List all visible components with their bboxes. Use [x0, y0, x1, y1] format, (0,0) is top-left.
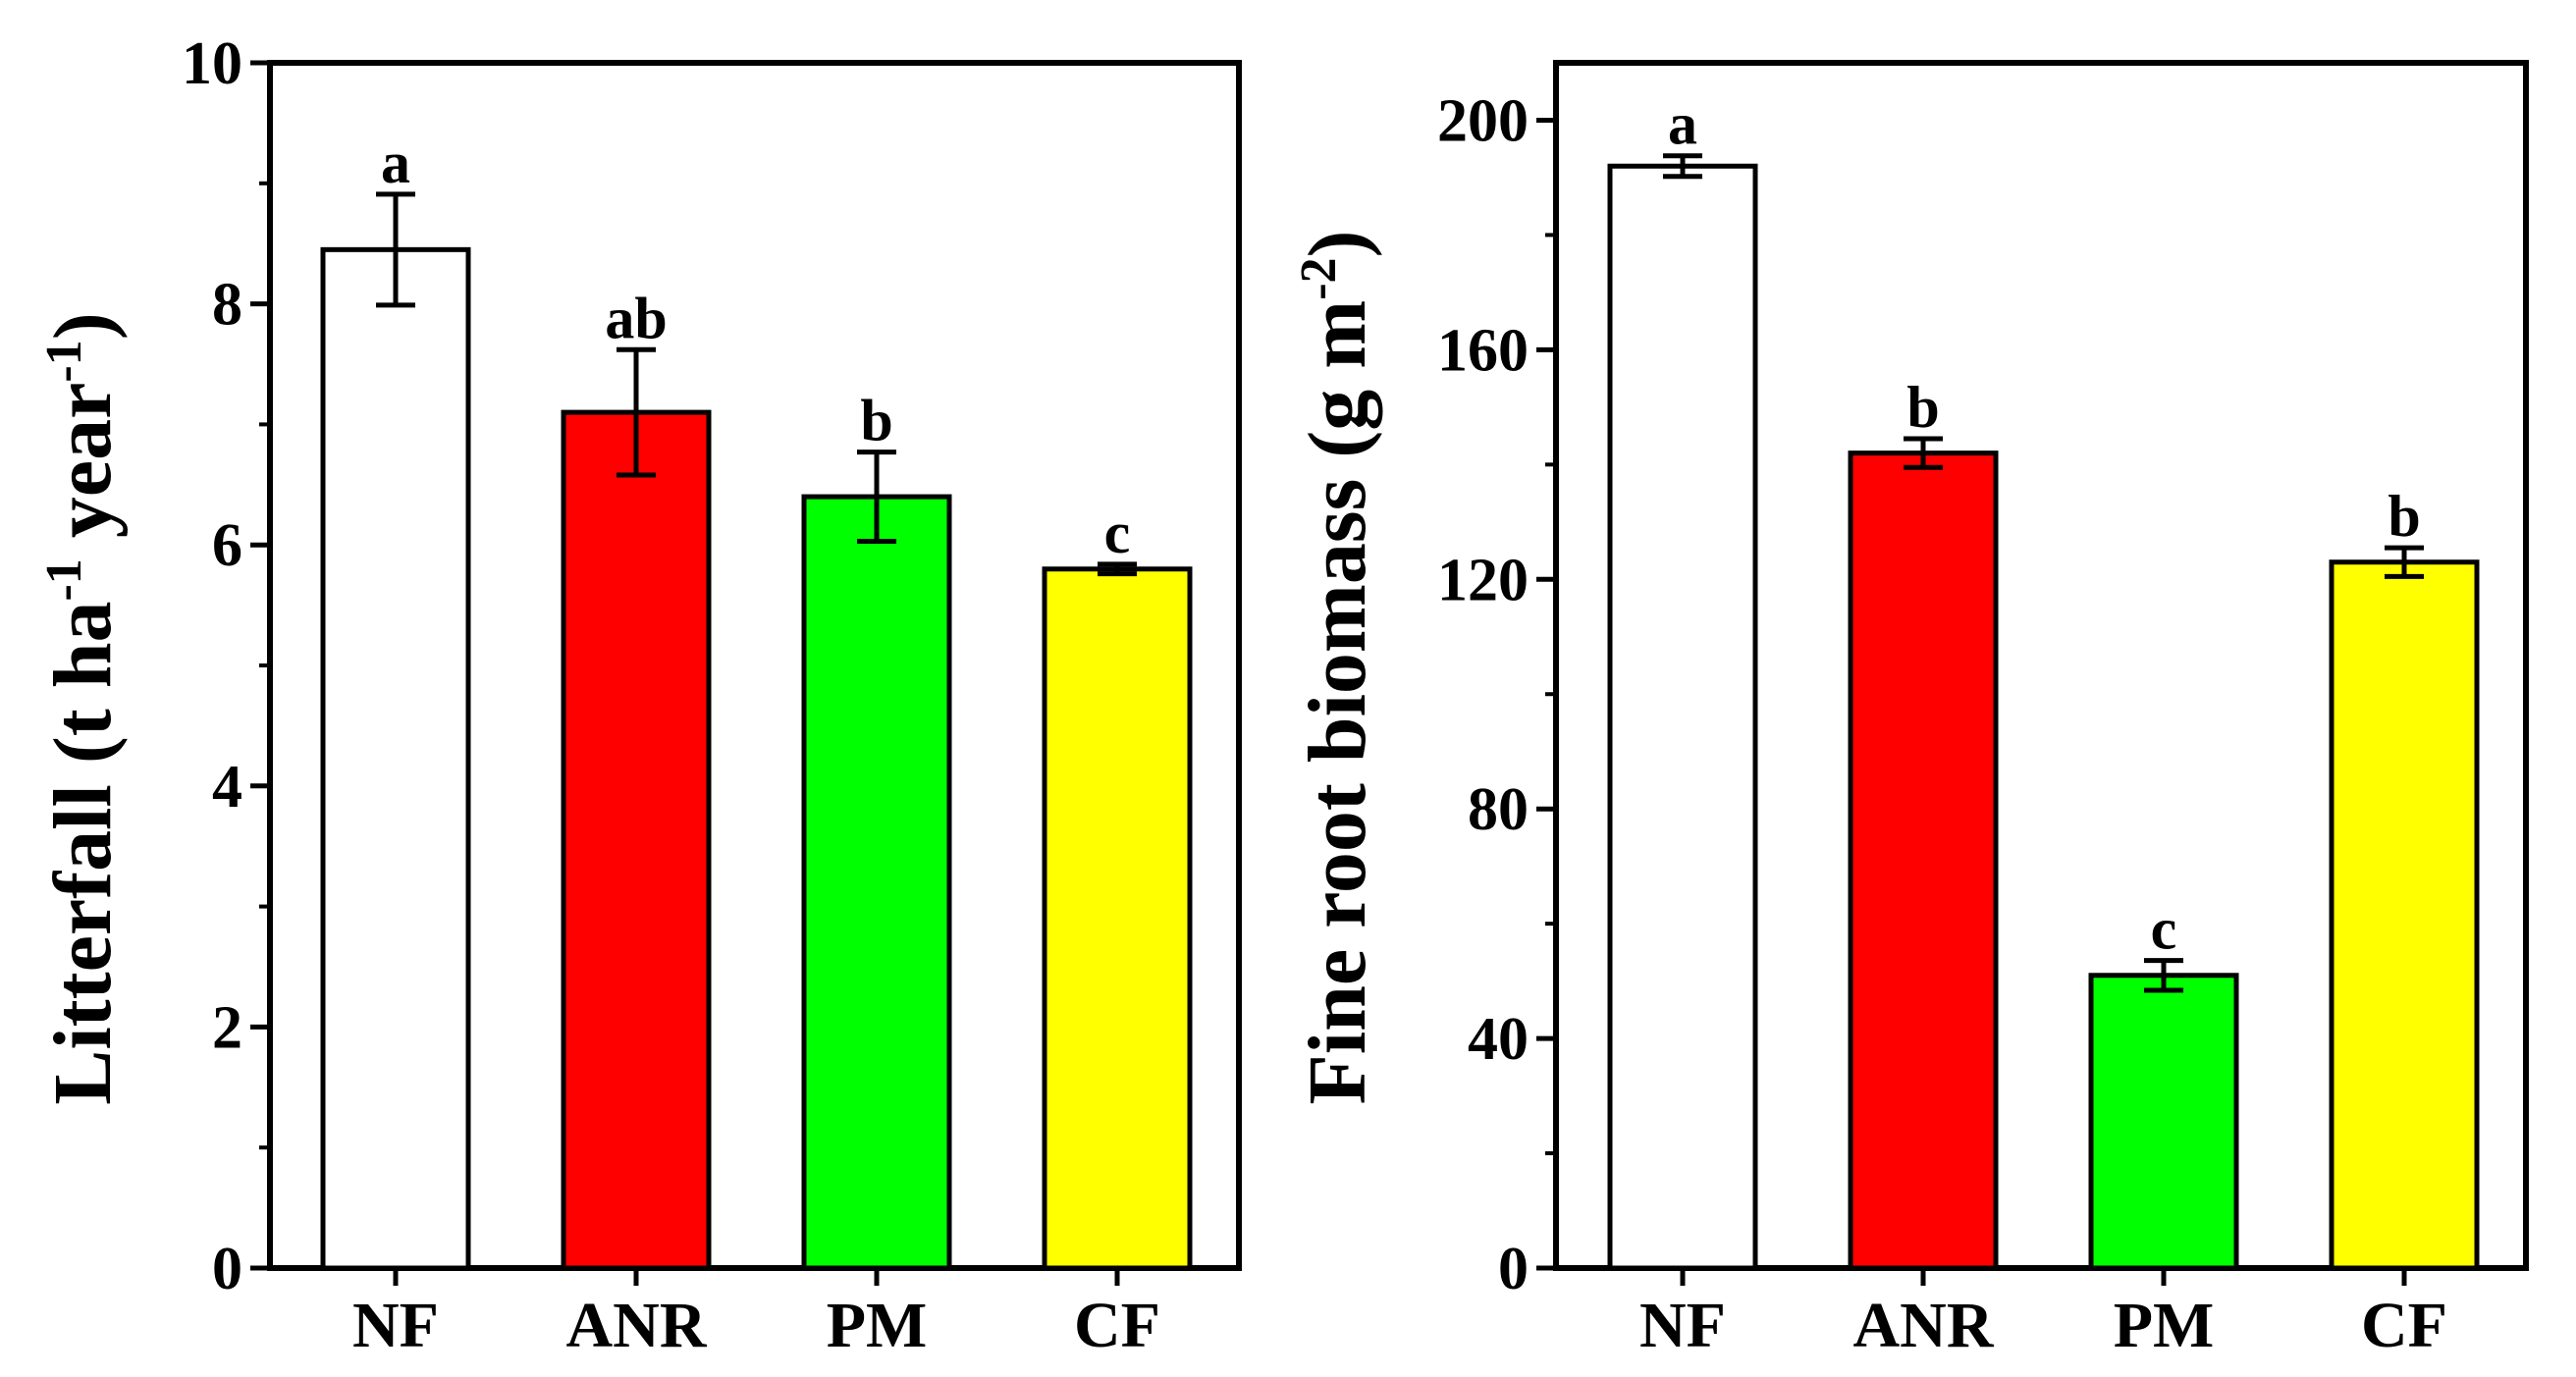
fine-root-sig-label: b	[1906, 375, 1939, 440]
litterfall-bar-anr	[561, 409, 712, 1271]
litterfall-ytick-label: 2	[212, 994, 242, 1061]
fine-root-errorbar-anr	[1904, 436, 1943, 470]
litterfall-ytick-label: 4	[212, 754, 242, 821]
fine-root-bar-nf	[1607, 163, 1758, 1271]
fine-root-xtick-label: NF	[1639, 1290, 1726, 1361]
litterfall-sig-label: a	[381, 131, 410, 195]
litterfall-errorbar-anr	[617, 346, 656, 478]
litterfall-sig-label: ab	[605, 286, 667, 350]
fine-root-bar-anr	[1848, 450, 1999, 1271]
litterfall-errorbar-pm	[857, 450, 896, 545]
fine-root-ytick-label: 40	[1468, 1006, 1529, 1073]
fine-root-ytick-label: 0	[1498, 1236, 1529, 1302]
right-ylabel: Fine root biomass (g m-2)	[1291, 230, 1383, 1104]
litterfall-bar-nf	[320, 246, 471, 1271]
litterfall-xtick-label: CF	[1074, 1290, 1160, 1361]
right-ylabel-sup1: -2	[1291, 257, 1347, 299]
litterfall-ytick-label: 10	[182, 30, 242, 97]
fine-root-ytick-label: 160	[1437, 317, 1529, 384]
fine-root-sig-label: b	[2388, 484, 2420, 549]
fine-root-frame	[1553, 60, 2529, 1271]
litterfall-bar-pm	[801, 494, 952, 1271]
fine-root-errorbar-nf	[1663, 153, 1702, 180]
fine-root-xtick-label: ANR	[1853, 1290, 1995, 1361]
right-ylabel-end: )	[1292, 230, 1383, 257]
litterfall-sig-label: c	[1104, 501, 1131, 565]
fine-root-sig-label: a	[1668, 92, 1697, 157]
left-ylabel-mid: year	[37, 383, 129, 559]
fine-root-bar-pm	[2088, 973, 2239, 1271]
fine-root-ytick-label: 120	[1437, 547, 1529, 613]
fine-root-sig-label: c	[2151, 897, 2177, 962]
fine-root-xtick-label: PM	[2114, 1290, 2215, 1361]
litterfall-xtick-label: PM	[827, 1290, 928, 1361]
litterfall-ytick-label: 0	[212, 1236, 242, 1302]
fine-root-errorbar-pm	[2144, 958, 2183, 993]
litterfall-ytick-label: 6	[212, 512, 242, 579]
left-ylabel-main: Litterfall (t ha	[37, 602, 129, 1105]
left-ylabel-sup1: -1	[36, 558, 92, 601]
fine-root-ytick-label: 200	[1437, 87, 1529, 154]
left-ylabel-end: )	[37, 312, 129, 340]
litterfall-xtick-label: ANR	[566, 1290, 708, 1361]
left-ylabel: Litterfall (t ha-1 year-1)	[36, 312, 129, 1104]
left-ylabel-sup2: -1	[36, 340, 92, 382]
litterfall-xtick-label: NF	[352, 1290, 439, 1361]
fine-root-xtick-label: CF	[2361, 1290, 2447, 1361]
litterfall-ytick-label: 8	[212, 272, 242, 339]
litterfall-errorbar-cf	[1098, 561, 1137, 577]
fine-root-ytick-label: 80	[1468, 776, 1529, 843]
right-ylabel-main: Fine root biomass (g m	[1292, 300, 1383, 1105]
fine-root-errorbar-cf	[2385, 545, 2424, 579]
fine-root-panel: 0 40 80 120 160 200 a NF b ANR c PM b CF	[1437, 60, 2529, 1361]
litterfall-panel: 0 2 4 6 8 10 a NF ab ANR b PM c CF	[182, 30, 1242, 1361]
litterfall-errorbar-nf	[376, 191, 415, 308]
litterfall-sig-label: b	[860, 389, 892, 453]
litterfall-bar-cf	[1042, 566, 1193, 1271]
fine-root-bar-cf	[2329, 559, 2480, 1271]
